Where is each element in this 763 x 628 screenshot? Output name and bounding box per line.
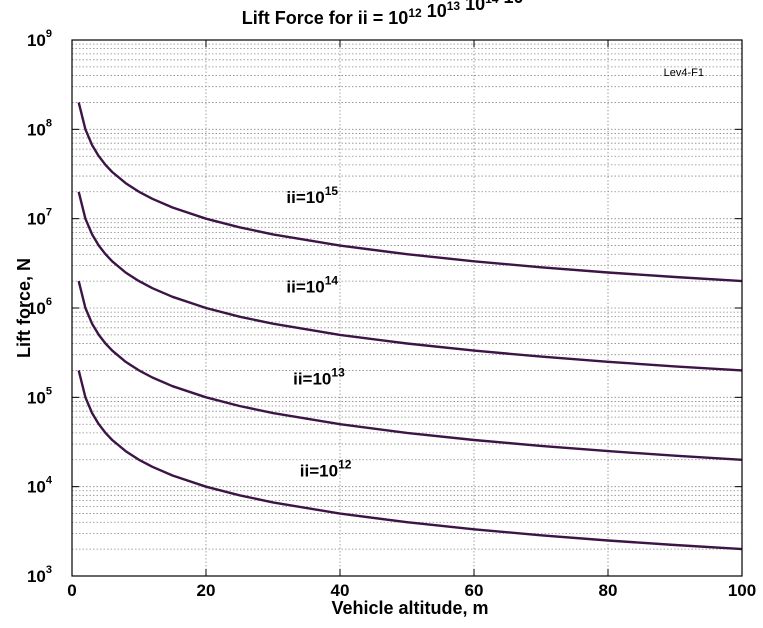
series-line — [77, 102, 743, 283]
figure-tag: Lev4-F1 — [664, 67, 704, 79]
x-tick-label: 80 — [599, 581, 618, 600]
x-tick-label: 100 — [728, 581, 756, 600]
series-line — [77, 191, 743, 372]
y-tick-label: 105 — [27, 385, 52, 407]
x-tick-label: 60 — [465, 581, 484, 600]
chart-title: Lift Force for ii = 1012 1013 1014 1015 … — [242, 0, 554, 28]
series-lines — [77, 102, 743, 551]
series-label: ii=1013 — [293, 365, 345, 388]
series-labels: ii=1015 ii=1014 ii=1013 ii=1012 — [286, 184, 351, 481]
x-axis-title: Vehicle altitude, m — [331, 598, 488, 618]
x-tick-label: 20 — [197, 581, 216, 600]
y-tick-label: 104 — [27, 475, 53, 497]
x-tick-label: 40 — [331, 581, 350, 600]
series-line — [77, 280, 743, 461]
series-label: ii=1014 — [286, 273, 338, 296]
y-tick-label: 107 — [27, 207, 52, 229]
y-axis-title: Lift force, N — [14, 258, 34, 358]
series-line — [77, 370, 743, 551]
y-tick-label: 103 — [27, 564, 52, 586]
y-tick-label: 109 — [27, 28, 52, 50]
x-tick-label: 0 — [67, 581, 76, 600]
series-label: ii=1015 — [286, 184, 338, 207]
y-tick-label: 108 — [27, 117, 52, 139]
axis-ticks: 0 20 40 60 80 100 103 104 105 106 107 108 109 — [27, 28, 756, 600]
series-label: ii=1012 — [300, 457, 352, 480]
y-tick-label: 106 — [27, 296, 52, 318]
